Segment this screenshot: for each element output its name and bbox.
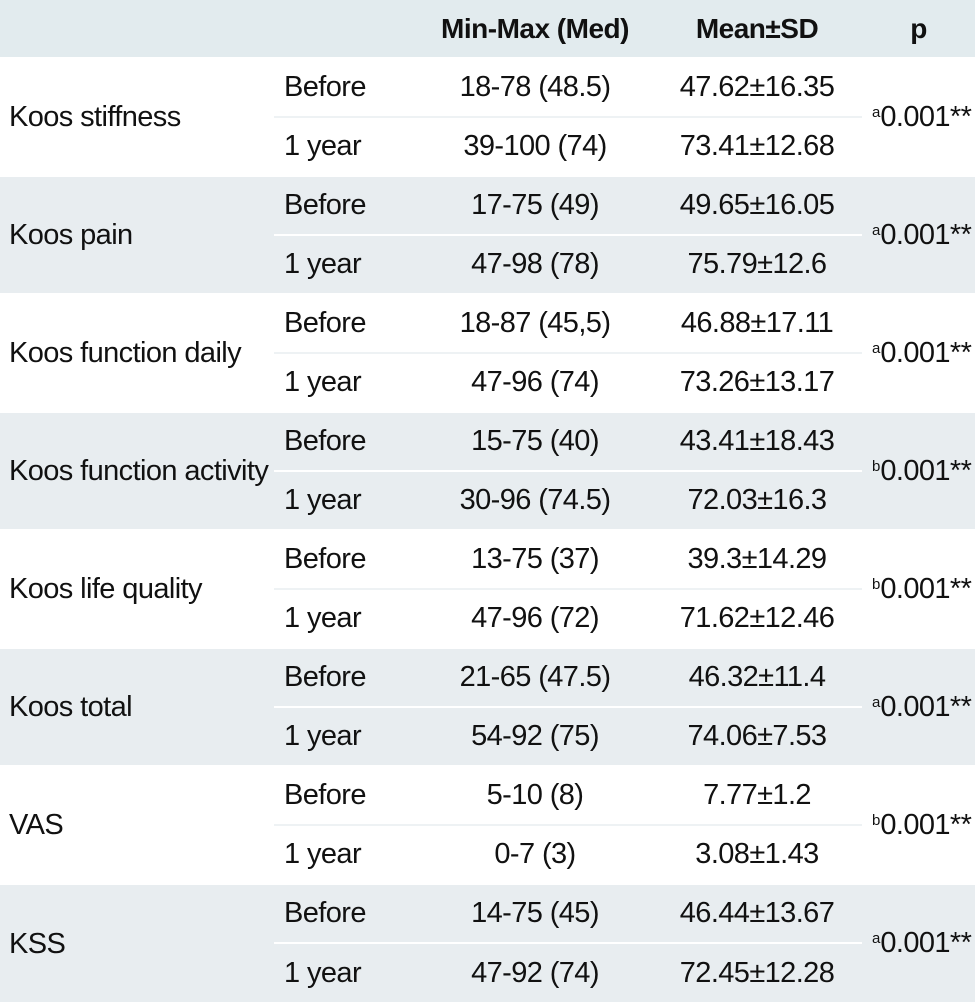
time-before: Before bbox=[274, 175, 418, 235]
mean-after: 71.62±12.46 bbox=[652, 588, 862, 648]
measure-label: Koos life quality bbox=[0, 529, 274, 648]
table-row: Koos function daily Before 18-87 (45,5) 46.… bbox=[0, 293, 975, 412]
p-value: 0.001** bbox=[880, 336, 972, 369]
mean-before: 7.77±1.2 bbox=[652, 765, 862, 825]
mean-before: 39.3±14.29 bbox=[652, 529, 862, 589]
mean-before: 46.44±13.67 bbox=[652, 883, 862, 943]
table-row: Koos life quality Before 13-75 (37) 39.3±14… bbox=[0, 529, 975, 648]
range-before: 5-10 (8) bbox=[418, 765, 652, 825]
p-value-cell: a0.001** bbox=[862, 647, 975, 766]
mean-after: 3.08±1.43 bbox=[652, 824, 862, 884]
range-before: 13-75 (37) bbox=[418, 529, 652, 589]
p-marker: a bbox=[872, 339, 881, 357]
p-value: 0.001** bbox=[880, 927, 972, 959]
p-marker: b bbox=[872, 811, 881, 829]
time-before: Before bbox=[274, 293, 418, 353]
table-row: Koos total Before 21-65 (47.5) 46.32±11.4 a0… bbox=[0, 647, 975, 766]
range-after: 54-92 (75) bbox=[418, 706, 652, 766]
time-after: 1 year bbox=[274, 588, 418, 648]
range-after: 47-98 (78) bbox=[418, 234, 652, 294]
header-variable bbox=[0, 0, 274, 58]
table-row: Koos function activity Before 15-75 (40) 43… bbox=[0, 411, 975, 530]
header-mean-sd: Mean±SD bbox=[695, 12, 819, 44]
mean-after: 72.03±16.3 bbox=[652, 470, 862, 530]
p-value-cell: a0.001** bbox=[862, 57, 975, 176]
mean-before: 46.88±17.11 bbox=[652, 293, 862, 353]
time-after: 1 year bbox=[274, 470, 418, 530]
time-before: Before bbox=[274, 57, 418, 117]
measure-label: Koos pain bbox=[0, 175, 274, 294]
p-value-cell: a0.001** bbox=[862, 293, 975, 412]
mean-after: 72.45±12.28 bbox=[652, 942, 862, 1002]
header-min-max-med: Min-Max (Med) bbox=[441, 12, 629, 44]
table-row: 1 year 47-96 (72) 71.62±12.46 bbox=[0, 588, 975, 648]
mean-after: 73.26±13.17 bbox=[652, 352, 862, 412]
range-before: 18-87 (45,5) bbox=[418, 293, 652, 353]
measure-label: Koos total bbox=[0, 647, 274, 766]
mean-before: 49.65±16.05 bbox=[652, 175, 862, 235]
p-value-cell: a0.001** bbox=[862, 883, 975, 1002]
measure-label: Koos function activity bbox=[0, 411, 274, 530]
p-value: 0.001** bbox=[880, 808, 972, 841]
table-row: Koos pain Before 17-75 (49) 49.65±16.05 a0.0… bbox=[0, 175, 975, 294]
p-marker: a bbox=[872, 930, 881, 947]
mean-before: 43.41±18.43 bbox=[652, 411, 862, 471]
time-before: Before bbox=[274, 765, 418, 825]
p-marker: b bbox=[872, 457, 881, 475]
range-after: 0-7 (3) bbox=[418, 824, 652, 884]
p-value-cell: b0.001** bbox=[862, 765, 975, 884]
p-value-cell: a0.001** bbox=[862, 175, 975, 294]
range-before: 21-65 (47.5) bbox=[418, 647, 652, 707]
time-before: Before bbox=[274, 411, 418, 471]
table-row: VAS Before 5-10 (8) 7.77±1.2 b0.001** bbox=[0, 765, 975, 884]
time-before: Before bbox=[274, 883, 418, 943]
p-value-cell: b0.001** bbox=[862, 529, 975, 648]
table-row: 1 year 47-96 (74) 73.26±13.17 bbox=[0, 352, 975, 412]
p-value-cell: b0.001** bbox=[862, 411, 975, 530]
time-before: Before bbox=[274, 647, 418, 707]
p-value: 0.001** bbox=[880, 218, 972, 251]
mean-after: 73.41±12.68 bbox=[652, 116, 862, 176]
time-before: Before bbox=[274, 529, 418, 589]
mean-after: 75.79±12.6 bbox=[652, 234, 862, 294]
mean-before: 46.32±11.4 bbox=[652, 647, 862, 707]
p-marker: a bbox=[872, 693, 881, 711]
measure-label: VAS bbox=[0, 765, 274, 884]
time-after: 1 year bbox=[274, 352, 418, 412]
measure-label: KSS bbox=[0, 883, 274, 1002]
range-before: 14-75 (45) bbox=[418, 883, 652, 943]
range-after: 30-96 (74.5) bbox=[418, 470, 652, 530]
p-value: 0.001** bbox=[880, 572, 972, 605]
table-row: KSS Before 14-75 (45) 46.44±13.67 a0.001** bbox=[0, 883, 975, 1002]
p-marker: a bbox=[872, 221, 881, 239]
time-after: 1 year bbox=[274, 706, 418, 766]
table-row: 1 year 39-100 (74) 73.41±12.68 bbox=[0, 116, 975, 176]
mean-before: 47.62±16.35 bbox=[652, 57, 862, 117]
range-before: 18-78 (48.5) bbox=[418, 57, 652, 117]
range-after: 47-96 (72) bbox=[418, 588, 652, 648]
table-row: Koos stiffness Before 18-78 (48.5) 47.62±16… bbox=[0, 57, 975, 176]
range-after: 39-100 (74) bbox=[418, 116, 652, 176]
time-after: 1 year bbox=[274, 116, 418, 176]
range-after: 47-96 (74) bbox=[418, 352, 652, 412]
time-after: 1 year bbox=[274, 824, 418, 884]
p-marker: a bbox=[872, 103, 881, 121]
p-value: 0.001** bbox=[880, 100, 972, 133]
p-value: 0.001** bbox=[880, 454, 972, 487]
range-before: 17-75 (49) bbox=[418, 175, 652, 235]
mean-after: 74.06±7.53 bbox=[652, 706, 862, 766]
header-time bbox=[274, 0, 418, 58]
table-row: 1 year 0-7 (3) 3.08±1.43 bbox=[0, 824, 975, 884]
range-before: 15-75 (40) bbox=[418, 411, 652, 471]
time-after: 1 year bbox=[274, 234, 418, 294]
p-marker: b bbox=[872, 575, 881, 593]
measure-label: Koos function daily bbox=[0, 293, 274, 412]
p-value: 0.001** bbox=[880, 690, 972, 723]
measure-label: Koos stiffness bbox=[0, 57, 274, 176]
time-after: 1 year bbox=[274, 942, 418, 1002]
header-row: Min-Max (Med) Mean±SD p bbox=[0, 0, 975, 58]
header-p: p bbox=[910, 12, 927, 44]
range-after: 47-92 (74) bbox=[418, 942, 652, 1002]
